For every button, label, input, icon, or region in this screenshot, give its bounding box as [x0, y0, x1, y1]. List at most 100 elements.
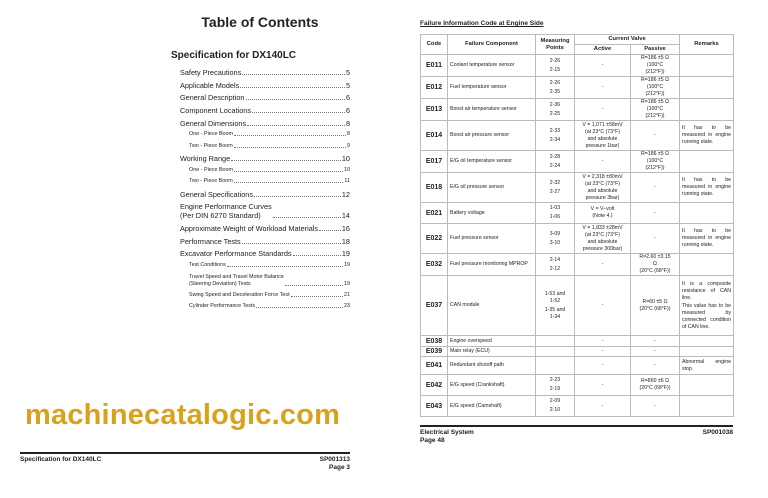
toc-entry-page: 19: [344, 262, 350, 269]
passive-value: -: [630, 202, 680, 224]
measuring-point: 3-09: [549, 230, 561, 237]
footer-left-right: Electrical System Page 48: [420, 429, 474, 445]
active-value: -: [574, 335, 631, 347]
toc-entry[interactable]: General Specifications 12: [180, 190, 350, 199]
failure-component: Redundant shutoff path: [447, 356, 536, 375]
remarks: Abnormal engine stop.: [679, 356, 734, 375]
toc-entry[interactable]: Test Conditions 19: [180, 262, 350, 269]
toc-entry[interactable]: Travel Speed and Travel Motor Balance (S…: [180, 274, 350, 288]
toc-entry-label: Working Range: [180, 154, 231, 164]
failure-component: E/G speed (Camshaft): [447, 395, 536, 417]
page-number: Page 48: [420, 437, 445, 444]
toc-entry[interactable]: Safety Precautions 5: [180, 68, 350, 77]
dot-leader: [319, 230, 341, 232]
measuring-points: 1-03 1-06: [535, 202, 575, 224]
measuring-point: 2-33: [549, 127, 561, 134]
failure-component: E/G speed (Crankshaft): [447, 374, 536, 396]
toc-entry-label: One - Piece Boom: [189, 166, 234, 173]
toc-entry[interactable]: General Dimensions 8: [180, 119, 350, 128]
dot-leader: [272, 217, 341, 219]
measuring-point: 2-15: [549, 66, 561, 73]
toc-entry[interactable]: One - Piece Boom 10: [180, 167, 350, 174]
dot-leader: [233, 146, 346, 148]
toc-entry-page: 9: [347, 142, 350, 149]
header-measuring: Measuring Points: [535, 34, 575, 55]
toc-entry-label: One - Piece Boom: [189, 131, 234, 138]
failure-component: Fuel temperature sensor: [447, 76, 536, 99]
footer-divider-right: [420, 425, 733, 427]
table-row: E011 Coolant temperature sensor 2-26 2-15…: [420, 54, 734, 77]
dot-leader: [245, 99, 345, 101]
toc-entry-page: 6: [345, 106, 350, 116]
measuring-points: 2-09 2-10: [535, 395, 575, 417]
remark-line: It has to be measured in engine running …: [682, 228, 731, 248]
toc-entry-page: 5: [345, 80, 350, 90]
failure-code: E014: [420, 120, 448, 151]
toc-entry[interactable]: Working Range 10: [180, 154, 350, 163]
measuring-point: 2-12: [549, 265, 561, 272]
failure-component: Fuel pressure sensor: [447, 223, 536, 254]
remarks: [679, 346, 734, 357]
dot-leader: [292, 255, 341, 257]
toc-entry-label: Performance Tests: [180, 236, 241, 246]
remarks: [679, 395, 734, 417]
measuring-point: 2-10: [549, 407, 561, 413]
footer-title: Specification for DX140LC: [20, 456, 102, 463]
toc-entry-label: Approximate Weight of Workload Materials: [180, 224, 319, 234]
active-value: V = 2,318 ±80mV (at 23°C (73°F) and abso…: [574, 172, 631, 203]
remarks: It is a composite resistance of CAN line…: [679, 275, 734, 336]
failure-code: E042: [420, 374, 448, 396]
remark-line: It is a composite resistance of CAN line…: [682, 280, 731, 301]
table-row: E018 E/G oil pressure sensor 2-32 2-27 V …: [420, 172, 734, 203]
active-value: -: [574, 253, 631, 276]
measuring-points: 2-14 2-12: [535, 253, 575, 276]
passive-value: R=186 ±5 Ω (100°C (212°F)): [630, 150, 680, 173]
toc-entry[interactable]: Component Locations 6: [180, 106, 350, 115]
dot-leader: [254, 195, 341, 197]
footer-divider: [20, 452, 350, 454]
measuring-point: 1-03: [549, 205, 561, 211]
table-row: E032 Fuel pressure monitoring MPROP 2-14…: [420, 253, 734, 276]
toc-entry-page: 16: [341, 224, 350, 234]
toc-entry-page: 19: [341, 249, 350, 259]
measuring-point: 1-53 and 1-52: [544, 290, 566, 304]
toc-entry-page: 18: [341, 236, 350, 246]
toc-entry-label: Test Conditions: [189, 262, 226, 269]
table-row: E017 E/G oil temperature sensor 2-28 2-24…: [420, 150, 734, 173]
failure-code: E017: [420, 150, 448, 173]
measuring-points: 2-32 2-27: [535, 172, 575, 203]
toc-entry[interactable]: General Description 6: [180, 93, 350, 102]
toc-entry-label: General Dimensions: [180, 118, 247, 128]
table-row: E043 E/G speed (Camshaft) 2-09 2-10 - -: [420, 395, 734, 417]
toc-entry[interactable]: One - Piece Boom 8: [180, 131, 350, 138]
measuring-point: 2-28: [549, 153, 561, 160]
remarks: [679, 253, 734, 276]
toc-entry[interactable]: Performance Tests 18: [180, 237, 350, 246]
dot-leader: [247, 124, 345, 126]
toc-title: Table of Contents: [201, 14, 319, 30]
measuring-point: 2-27: [549, 188, 561, 195]
table-row: E014 Boost air pressure sensor 2-33 2-34 …: [420, 120, 734, 151]
toc-entry-page: 8: [347, 131, 350, 138]
failure-component: Engine overspeed: [447, 335, 536, 347]
passive-value: R=860 ±6 Ω (20°C (68°F)): [630, 374, 680, 396]
measuring-points: 2-33 2-34: [535, 120, 575, 151]
toc-entry[interactable]: Excavator Performance Standards 19: [180, 249, 350, 258]
table-row: E022 Fuel pressure sensor 3-09 3-10 V = 1…: [420, 223, 734, 254]
failure-component: Fuel pressure monitoring MPROP: [447, 253, 536, 276]
toc-entry[interactable]: Applicable Models 5: [180, 81, 350, 90]
failure-code: E021: [420, 202, 448, 224]
toc-entry[interactable]: Two - Piece Boom 11: [180, 178, 350, 185]
toc-entry[interactable]: Two - Piece Boom 9: [180, 143, 350, 150]
toc-entry-label: Swing Speed and Deceleration Force Test: [189, 291, 290, 298]
toc-entry-label: Two - Piece Boom: [189, 142, 233, 149]
toc-entry-label: Engine Performance Curves (Per DIN 6270 …: [180, 202, 272, 221]
toc-entry[interactable]: Cylinder Performance Tests 23: [180, 303, 350, 310]
toc-entry[interactable]: Approximate Weight of Workload Materials…: [180, 224, 350, 233]
remarks: [679, 374, 734, 396]
remarks: [679, 335, 734, 347]
failure-code: E037: [420, 275, 448, 336]
toc-entry[interactable]: Swing Speed and Deceleration Force Test 2…: [180, 292, 350, 299]
toc-entry-page: 21: [344, 291, 350, 298]
toc-entry[interactable]: Engine Performance Curves (Per DIN 6270 …: [180, 202, 350, 220]
